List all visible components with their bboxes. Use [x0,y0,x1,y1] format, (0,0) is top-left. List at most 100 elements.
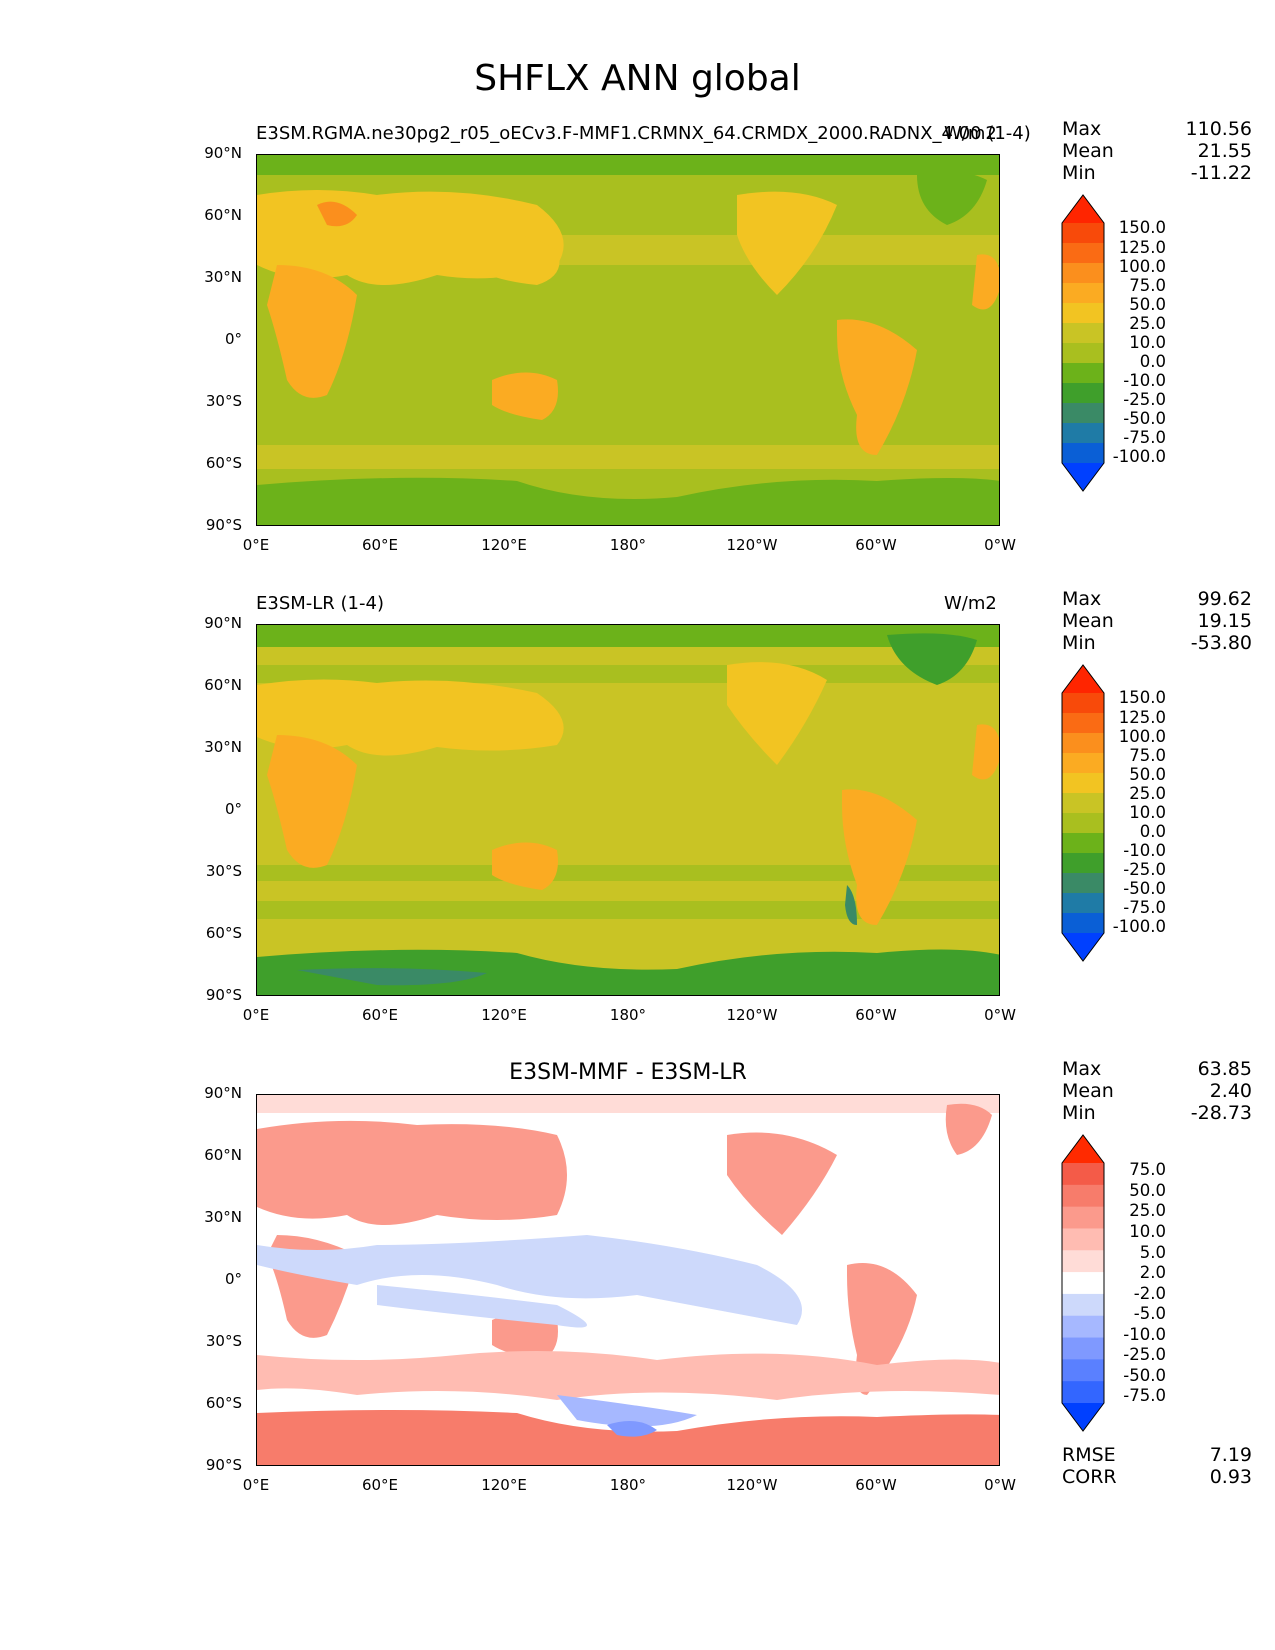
colorbar-swatch [1062,263,1104,284]
panel1-colorbar [1061,194,1105,492]
panel2-cbar-label: 150.0 [1118,688,1166,707]
colorbar-swatch [1062,1163,1104,1186]
panel1-max: Max 110.56 [1062,118,1252,140]
panel3-lon-tick-120w: 120°W [726,1476,778,1494]
panel1-lat-tick-60n: 60°N [204,206,242,224]
panel1-map [256,154,1000,526]
colorbar-swatch [1062,343,1104,364]
panel1-lon-tick-60e: 60°E [361,536,399,554]
colorbar-swatch [1062,1381,1104,1404]
panel2-lat-tick-90s: 90°S [205,986,242,1004]
panel2-lon-tick-0w: 0°W [984,1006,1016,1024]
panel1-cbar-label: 100.0 [1118,257,1166,276]
panel2-colorbar [1061,664,1105,962]
panel2-cbar-label: -100.0 [1112,917,1166,936]
panel3-max: Max 63.85 [1062,1058,1252,1080]
panel1-cbar-label: 75.0 [1129,276,1166,295]
panel2-cbar-label: 125.0 [1118,708,1166,727]
panel2-lon-tick-60w: 60°W [855,1006,897,1024]
panel1-lat-tick-30n: 30°N [204,268,242,286]
panel1-lat-tick-eq: 0° [224,330,242,348]
panel3-lat-tick-90n: 90°N [204,1084,242,1102]
colorbar-swatch [1062,403,1104,424]
panel2-cbar-label: -50.0 [1123,879,1166,898]
panel1-lon-tick-180: 180° [609,536,647,554]
panel3-lat-tick-60n: 60°N [204,1146,242,1164]
panel3-corr: CORR 0.93 [1062,1466,1252,1488]
panel1-lat-tick-90s: 90°S [205,516,242,534]
panel1-cbar-label: -50.0 [1123,409,1166,428]
colorbar-swatch [1062,1228,1104,1251]
figure-title: SHFLX ANN global [474,58,801,99]
panel2-lat-tick-60s: 60°S [205,924,242,942]
colorbar-swatch [1062,363,1104,384]
panel2-units: W/m2 [944,593,997,614]
colorbar-swatch [1062,243,1104,264]
panel1-cbar-label: 150.0 [1118,218,1166,237]
colorbar-swatch [1062,323,1104,344]
colorbar-extend-max [1062,1135,1104,1163]
colorbar-extend-max [1062,665,1104,693]
panel1-cbar-label: 125.0 [1118,238,1166,257]
panel3-colorbar-scale [1061,1134,1105,1432]
panel1-lat-tick-30s: 30°S [205,392,242,410]
colorbar-swatch [1062,693,1104,714]
panel3-lat-tick-eq: 0° [224,1270,242,1288]
panel1-cbar-label: -25.0 [1123,390,1166,409]
panel3-lon-tick-0e: 0°E [242,1476,270,1494]
colorbar-swatch [1062,1337,1104,1360]
panel2-min: Min -53.80 [1062,632,1252,654]
colorbar-swatch [1062,813,1104,834]
panel1-colorbar-scale [1061,194,1105,492]
panel2-field [257,625,999,995]
panel2-lat-tick-eq: 0° [224,800,242,818]
panel3-cbar-label: -5.0 [1133,1304,1166,1323]
colorbar-swatch [1062,733,1104,754]
panel1-min: Min -11.22 [1062,162,1252,184]
panel3-lon-tick-120e: 120°E [481,1476,527,1494]
colorbar-swatch [1062,1315,1104,1339]
panel1-lat-tick-60s: 60°S [205,454,242,472]
panel2-cbar-label: 25.0 [1129,784,1166,803]
panel3-lat-tick-60s: 60°S [205,1394,242,1412]
panel3-cbar-label: -75.0 [1123,1386,1166,1405]
colorbar-swatch [1062,1293,1104,1317]
panel2-cbar-label: 0.0 [1139,822,1166,841]
colorbar-swatch [1062,873,1104,894]
panel1-lon-tick-0e: 0°E [242,536,270,554]
panel3-cbar-label: 5.0 [1139,1243,1166,1262]
colorbar-swatch [1062,833,1104,854]
panel2-cbar-label: 100.0 [1118,727,1166,746]
colorbar-swatch [1062,1250,1104,1273]
panel2-lat-tick-90n: 90°N [204,614,242,632]
panel3-cbar-label: 25.0 [1129,1201,1166,1220]
colorbar-swatch [1062,773,1104,794]
panel3-field [257,1095,999,1465]
panel2-cbar-label: -75.0 [1123,898,1166,917]
panel1-lon-tick-120e: 120°E [481,536,527,554]
panel2-cbar-label: -10.0 [1123,841,1166,860]
panel1-cbar-label: 25.0 [1129,314,1166,333]
panel3-cbar-label: 75.0 [1129,1160,1166,1179]
colorbar-swatch [1062,1359,1104,1382]
colorbar-swatch [1062,423,1104,444]
colorbar-swatch [1062,383,1104,404]
colorbar-swatch [1062,443,1104,464]
panel2-lon-tick-60e: 60°E [361,1006,399,1024]
colorbar-swatch [1062,303,1104,324]
panel1-cbar-label: -100.0 [1112,447,1166,466]
panel3-lat-tick-30n: 30°N [204,1208,242,1226]
panel1-cbar-label: -10.0 [1123,371,1166,390]
panel3-mean: Mean 2.40 [1062,1080,1252,1102]
colorbar-swatch [1062,1272,1104,1295]
colorbar-outline [1061,194,1105,492]
panel2-mean: Mean 19.15 [1062,610,1252,632]
panel2-max: Max 99.62 [1062,588,1252,610]
panel2-lon-tick-120w: 120°W [726,1006,778,1024]
panel1-lon-tick-60w: 60°W [855,536,897,554]
panel1-cbar-label: 50.0 [1129,295,1166,314]
panel2-map [256,624,1000,996]
panel3-lat-tick-30s: 30°S [205,1332,242,1350]
panel3-lon-tick-180: 180° [609,1476,647,1494]
panel1-cbar-label: 10.0 [1129,333,1166,352]
